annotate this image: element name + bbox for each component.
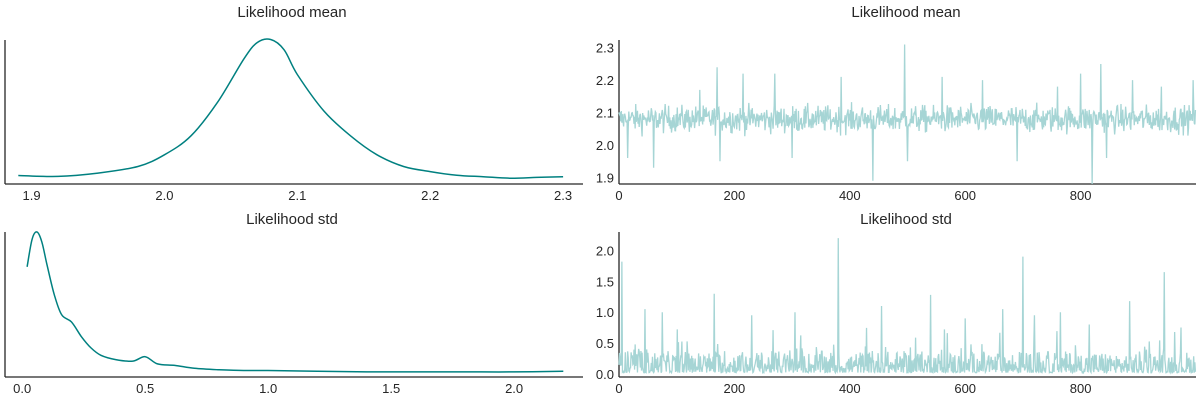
y-tick-label: 2.3: [596, 41, 614, 56]
y-tick-label: 2.0: [596, 244, 614, 259]
density-curve: [18, 38, 564, 179]
x-tick-label: 400: [839, 188, 861, 203]
x-tick-label: 200: [724, 381, 746, 396]
y-tick-label: 0.0: [596, 367, 614, 382]
x-tick-label: 600: [954, 381, 976, 396]
x-tick-label: 2.0: [505, 381, 523, 396]
y-tick-label: 1.9: [596, 171, 614, 186]
panel-title: Likelihood mean: [851, 4, 960, 21]
x-tick-label: 800: [1070, 188, 1092, 203]
panel-title: Likelihood mean: [237, 4, 346, 21]
y-tick-label: 0.5: [596, 336, 614, 351]
x-tick-label: 0: [615, 188, 622, 203]
x-tick-label: 1.5: [382, 381, 400, 396]
panel-std-density: Likelihood std 0.0 0.5 1.0 1.5 2.0: [4, 211, 583, 396]
x-tick-label: 2.0: [155, 188, 173, 203]
x-tick-label: 1.0: [259, 381, 277, 396]
x-tick-label: 2.2: [421, 188, 439, 203]
x-tick-label: 600: [954, 188, 976, 203]
y-tick-label: 2.1: [596, 106, 614, 121]
x-tick-label: 800: [1070, 381, 1092, 396]
x-tick-label: 1.9: [23, 188, 41, 203]
y-tick-label: 1.5: [596, 274, 614, 289]
panel-std-trace: Likelihood std 0 200 400 600 800 0.0 0.5 1.0 1.5…: [596, 211, 1197, 396]
trace-series: [618, 238, 1197, 375]
density-curve: [26, 231, 564, 373]
panel-title: Likelihood std: [860, 211, 952, 228]
y-tick-label: 1.0: [596, 305, 614, 320]
panel-title: Likelihood std: [246, 211, 338, 228]
x-tick-label: 200: [724, 188, 746, 203]
x-tick-label: 400: [839, 381, 861, 396]
trace-series: [618, 44, 1197, 185]
panel-mean-density: Likelihood mean 1.9 2.0 2.1 2.2 2.3: [4, 4, 583, 203]
x-tick-label: 2.3: [554, 188, 572, 203]
x-tick-label: 2.1: [288, 188, 306, 203]
x-tick-label: 0.0: [13, 381, 31, 396]
x-tick-label: 0.5: [136, 381, 154, 396]
y-tick-label: 2.0: [596, 138, 614, 153]
x-tick-label: 0: [615, 381, 622, 396]
panel-mean-trace: Likelihood mean 0 200 400 600 800 1.9 2.0 2.1 2.…: [596, 4, 1197, 203]
y-tick-label: 2.2: [596, 73, 614, 88]
